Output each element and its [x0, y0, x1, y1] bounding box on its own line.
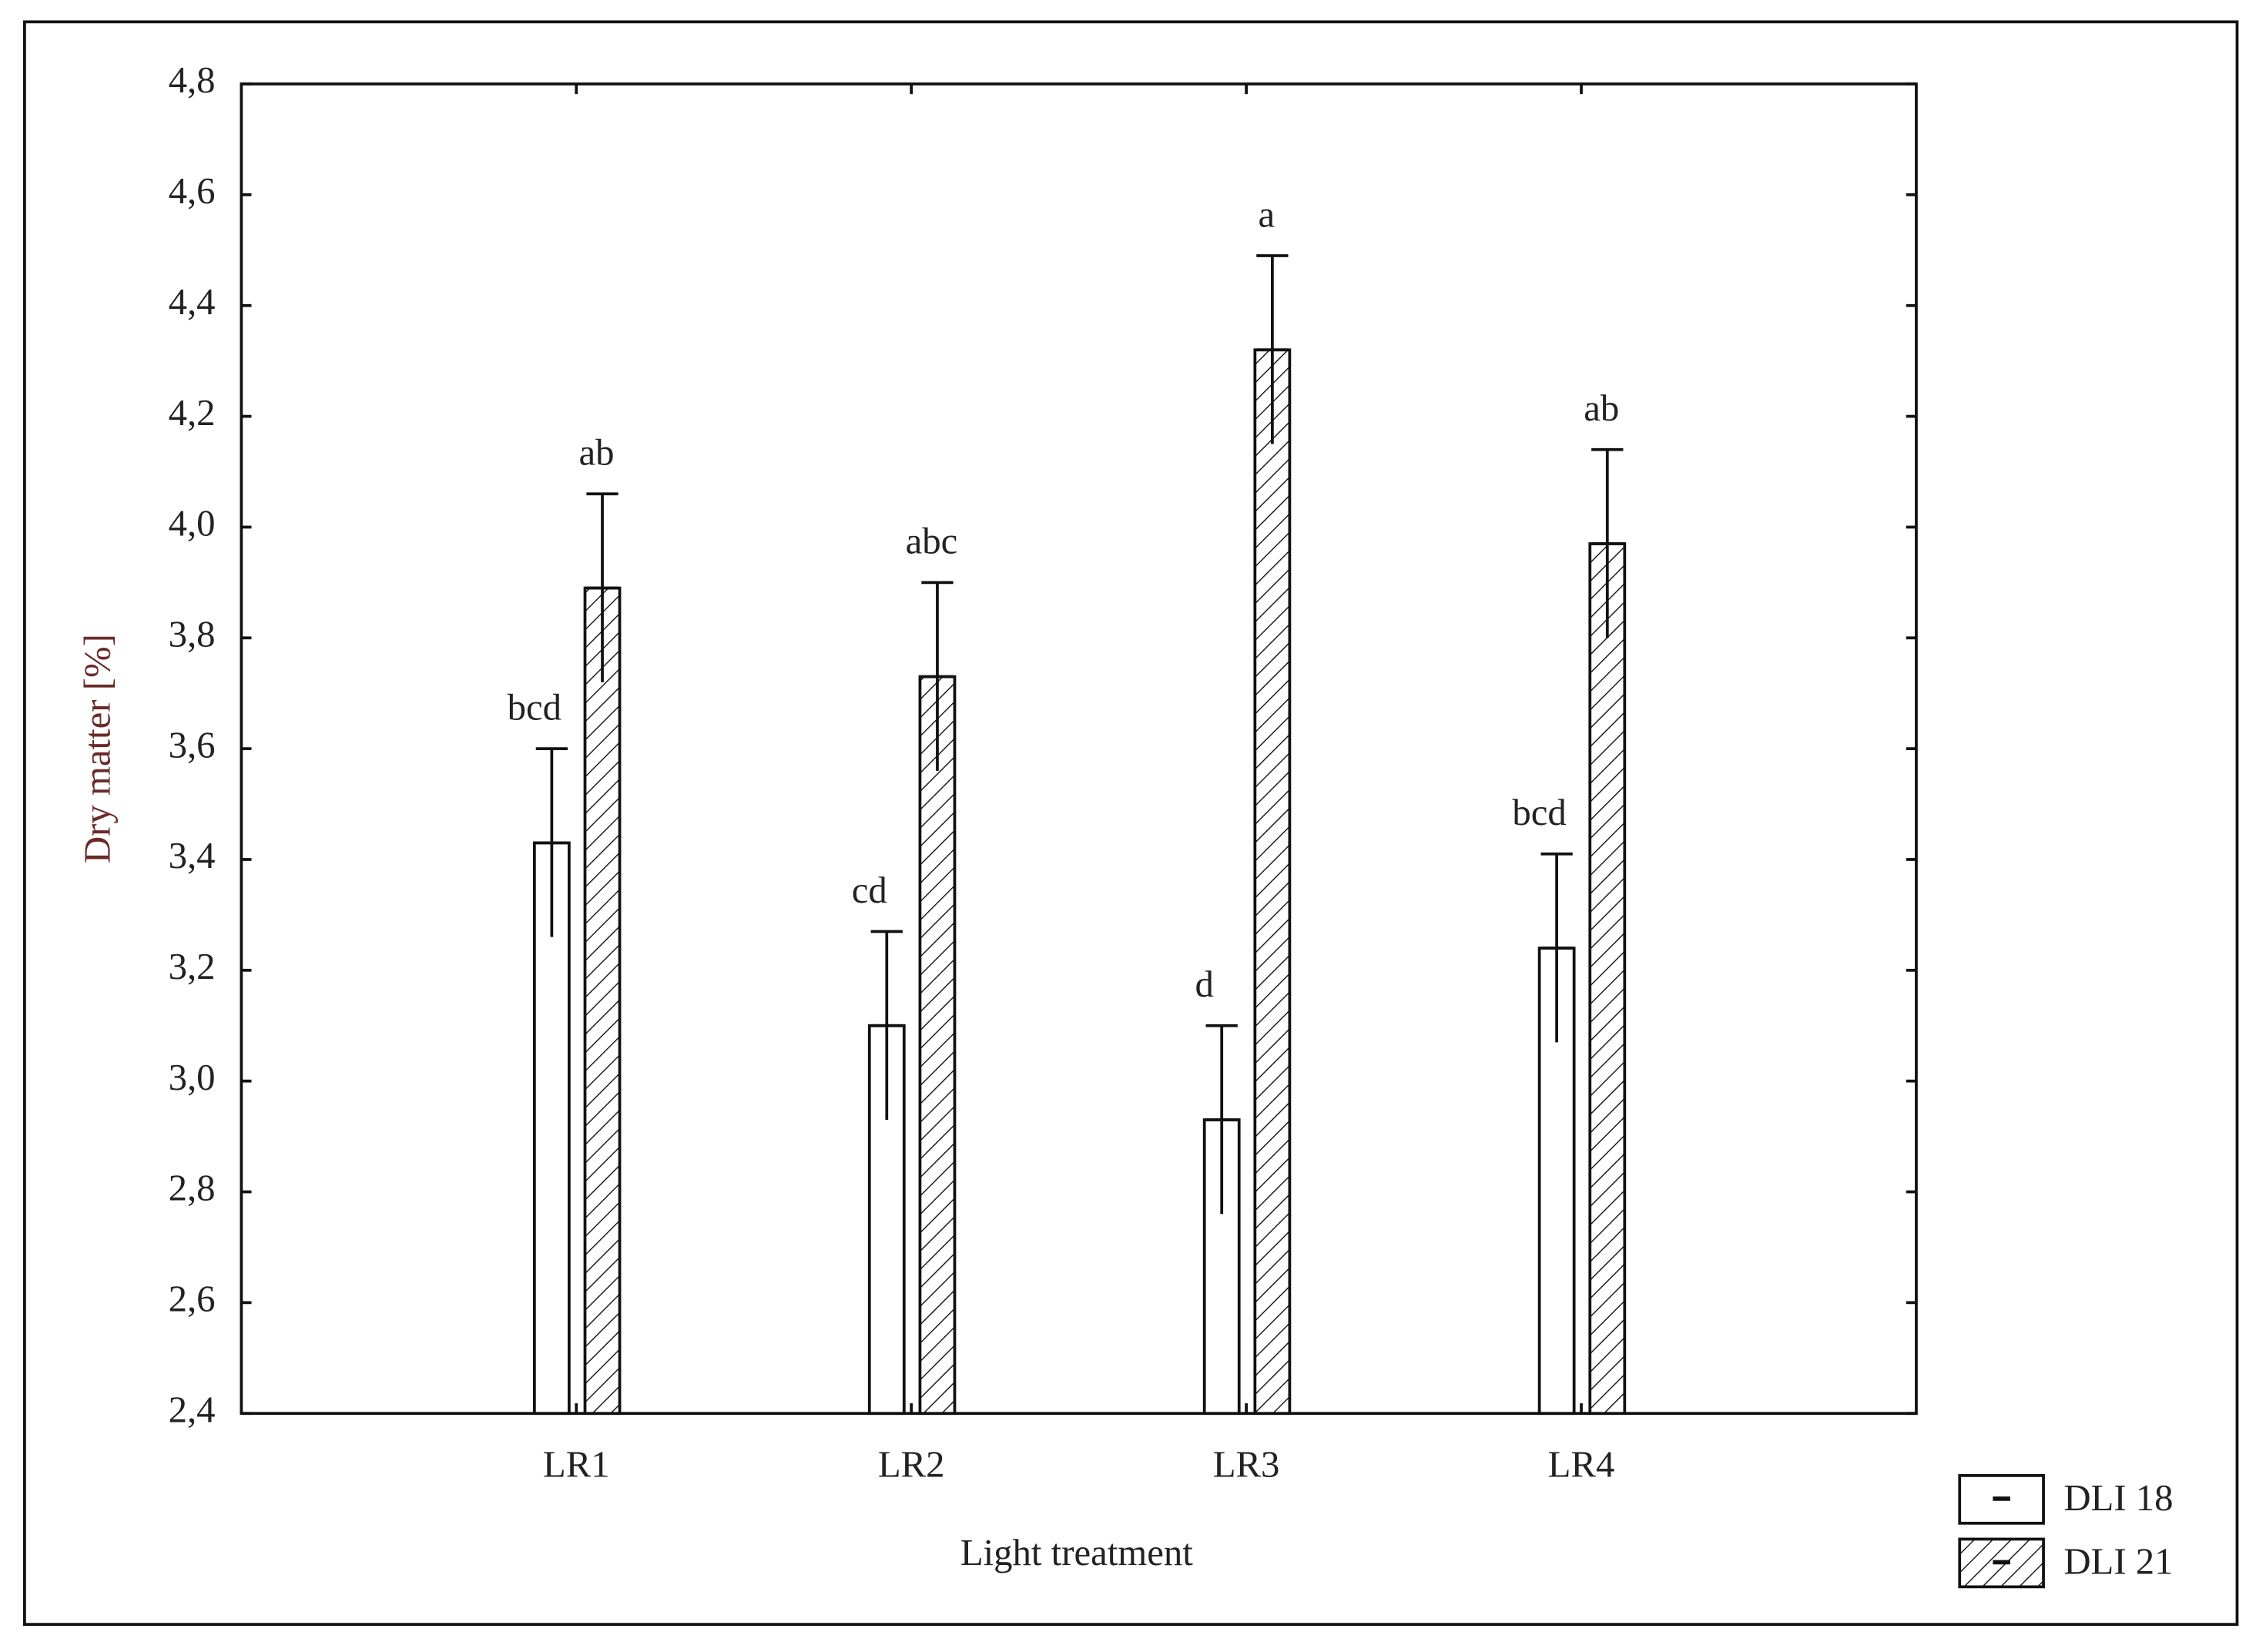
- bar: [1202, 1118, 1241, 1416]
- significance-letter: abc: [906, 521, 958, 562]
- error-bar: [1205, 1024, 1238, 1215]
- error-bar: [1256, 254, 1289, 444]
- y-tick-label: 4,6: [169, 170, 216, 212]
- bar: [1588, 542, 1627, 1416]
- y-tick-label: 4,4: [169, 281, 216, 323]
- x-tick-label: LR3: [1213, 1444, 1280, 1486]
- bar: [1253, 348, 1292, 1416]
- legend-label: DLI 21: [2063, 1540, 2173, 1582]
- y-tick-label: 4,8: [169, 59, 216, 101]
- y-axis-label: Dry matter [%]: [77, 634, 119, 863]
- x-tick-label: LR4: [1548, 1444, 1615, 1486]
- y-tick-label: 3,2: [169, 946, 216, 987]
- y-tick-label: 3,4: [169, 835, 216, 876]
- bar: [532, 841, 571, 1416]
- error-bar: [1591, 447, 1624, 638]
- significance-letter: cd: [852, 870, 887, 911]
- y-tick-label: 4,2: [169, 392, 216, 434]
- significance-letter: a: [1259, 193, 1275, 235]
- x-tick-label: LR2: [878, 1444, 945, 1486]
- y-tick-label: 2,4: [169, 1389, 216, 1430]
- error-bar: [921, 581, 954, 771]
- x-tick-label: LR1: [543, 1444, 610, 1486]
- bar: [583, 586, 622, 1416]
- error-bar: [1540, 852, 1573, 1043]
- y-tick-label: 2,6: [169, 1278, 216, 1320]
- y-tick-label: 3,8: [169, 613, 216, 655]
- significance-letter: bcd: [1512, 792, 1566, 833]
- y-tick-label: 4,0: [169, 503, 216, 545]
- legend-label: DLI 18: [2063, 1477, 2173, 1519]
- error-bar: [535, 747, 568, 937]
- y-tick-label: 2,8: [169, 1168, 216, 1209]
- error-bar: [586, 492, 618, 682]
- error-bar: [870, 930, 903, 1121]
- y-tick-label: 3,0: [169, 1057, 216, 1098]
- significance-letter: d: [1195, 963, 1213, 1005]
- significance-letter: ab: [1584, 387, 1619, 429]
- bar: [918, 675, 957, 1416]
- significance-letter: ab: [579, 432, 615, 474]
- y-tick-label: 3,6: [169, 724, 216, 766]
- significance-letter: bcd: [508, 687, 561, 729]
- frame: [23, 20, 2239, 1627]
- x-axis-label: Light treatment: [960, 1532, 1193, 1573]
